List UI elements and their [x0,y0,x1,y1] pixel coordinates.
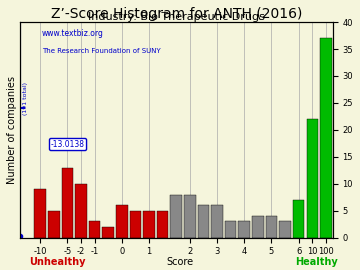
Text: www.textbiz.org: www.textbiz.org [42,29,104,38]
Text: The Research Foundation of SUNY: The Research Foundation of SUNY [42,48,161,54]
Bar [48,211,59,238]
Text: Score: Score [166,257,194,267]
Bar [293,200,305,238]
Bar [34,189,46,238]
Bar [252,216,264,238]
Title: Z’-Score Histogram for ANTH (2016): Z’-Score Histogram for ANTH (2016) [50,7,302,21]
Bar [184,194,195,238]
Bar [116,205,127,238]
Text: Industry: Bio Therapeutic Drugs: Industry: Bio Therapeutic Drugs [88,12,265,22]
Bar [279,221,291,238]
Bar [170,194,182,238]
Bar [89,221,100,238]
Text: (191 total): (191 total) [23,82,28,116]
Bar [238,221,250,238]
Bar [157,211,168,238]
Bar [75,184,87,238]
Bar [266,216,277,238]
Bar [306,119,318,238]
Text: Healthy: Healthy [296,257,338,267]
Bar [62,168,73,238]
Bar [198,205,209,238]
Y-axis label: Number of companies: Number of companies [7,76,17,184]
Bar [225,221,237,238]
Text: -13.0138: -13.0138 [51,140,85,149]
Text: Unhealthy: Unhealthy [30,257,86,267]
Bar [130,211,141,238]
Bar [143,211,155,238]
Bar [102,227,114,238]
Bar [320,38,332,238]
Bar [211,205,223,238]
